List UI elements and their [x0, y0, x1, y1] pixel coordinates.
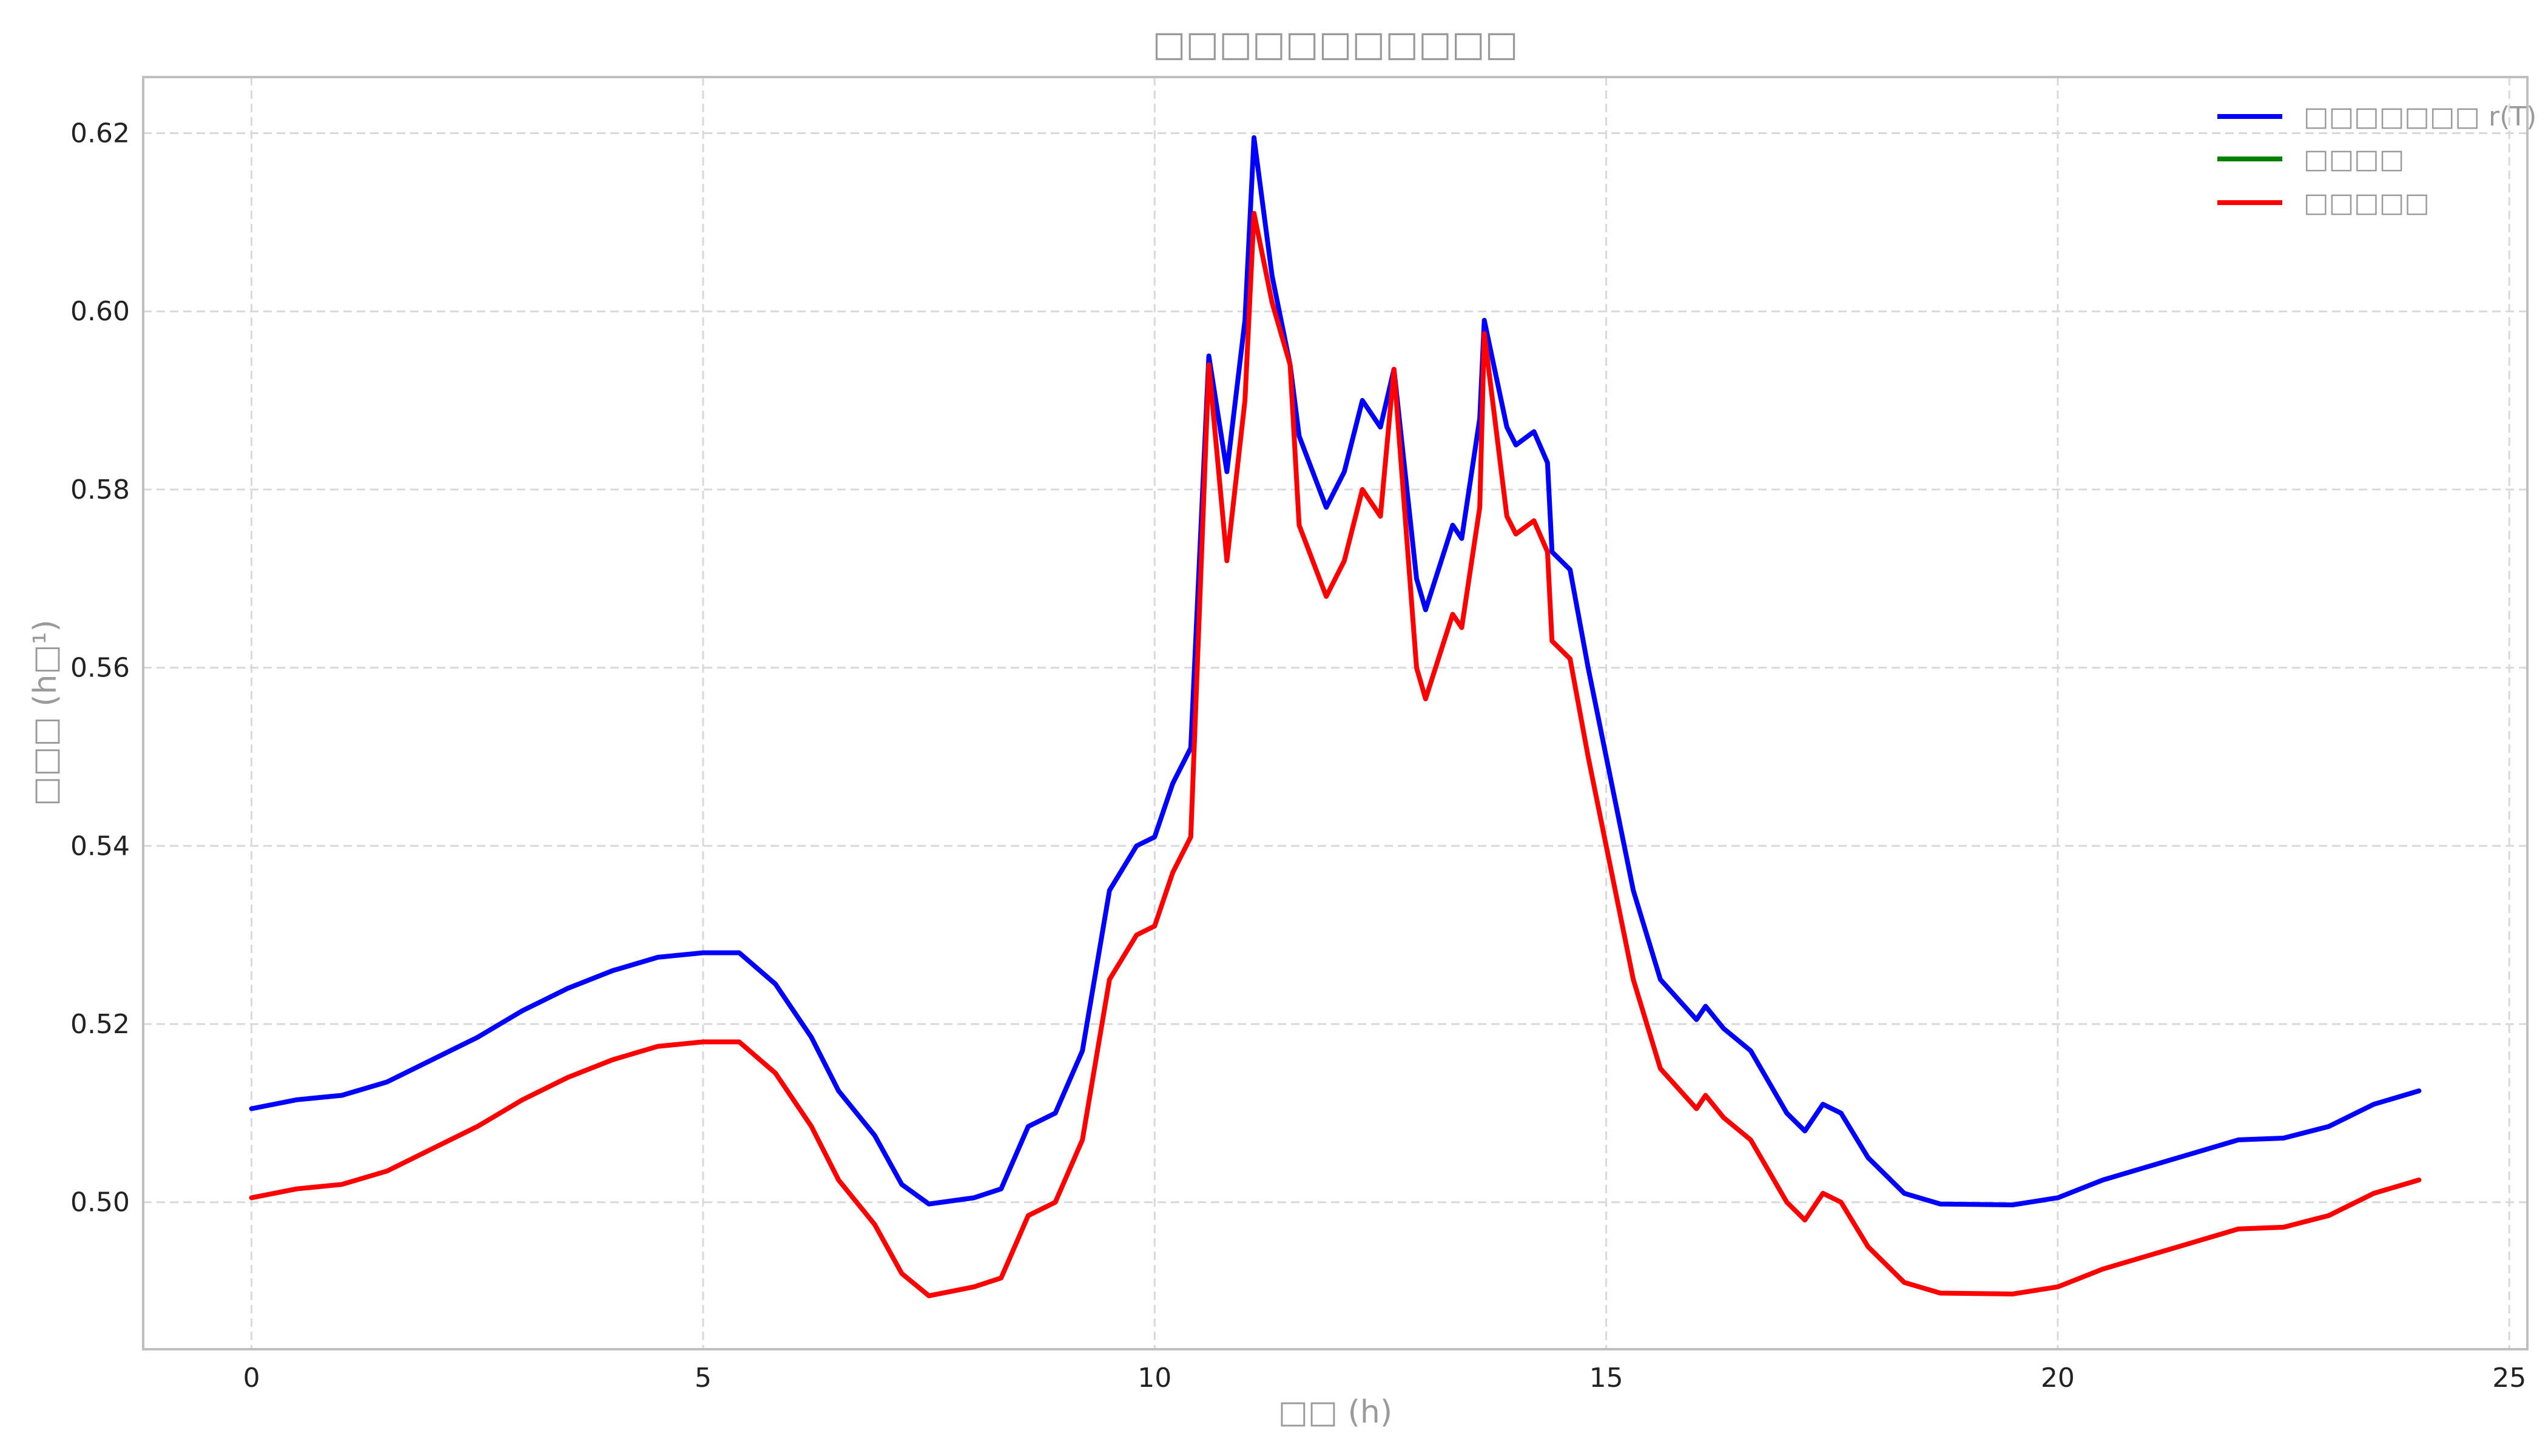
- legend: □□□□□□□ r(T) □□□□ □□□□□: [2217, 101, 2536, 218]
- x-tick-label: 10: [1138, 1363, 1171, 1394]
- y-tick-label: 0.56: [70, 653, 130, 684]
- plot-area-background: [143, 77, 2527, 1349]
- y-tick-label: 0.62: [70, 118, 130, 149]
- x-tick-label: 15: [1589, 1363, 1623, 1394]
- y-axis-label: □□□ (h□¹): [27, 619, 64, 806]
- series-layer: [249, 135, 2422, 1298]
- y-tick-label: 0.58: [70, 474, 130, 505]
- chart-title: □□□□□□□□□□□: [1153, 23, 1518, 64]
- legend-label-red: □□□□□: [2304, 187, 2430, 218]
- x-tick-label: 0: [243, 1363, 260, 1394]
- x-axis-label: □□ (h): [1278, 1394, 1392, 1431]
- legend-label-green: □□□□: [2304, 144, 2404, 175]
- x-tick-label: 20: [2041, 1363, 2075, 1394]
- legend-label-rt: □□□□□□□ r(T): [2304, 101, 2536, 132]
- y-tick-label: 0.50: [70, 1187, 130, 1218]
- y-tick-label: 0.54: [70, 831, 130, 861]
- tick-layer: 0 5 10 15 20 25 0.50 0.52 0.54 0.56 0.58 0.60 0.62: [70, 118, 2526, 1394]
- x-tick-label: 5: [695, 1363, 712, 1394]
- series-line-2: [249, 211, 2422, 1298]
- x-tick-label: 25: [2492, 1363, 2526, 1394]
- plot-area-frame: [142, 76, 2529, 1350]
- y-tick-label: 0.60: [70, 296, 130, 327]
- y-tick-label: 0.52: [70, 1009, 130, 1040]
